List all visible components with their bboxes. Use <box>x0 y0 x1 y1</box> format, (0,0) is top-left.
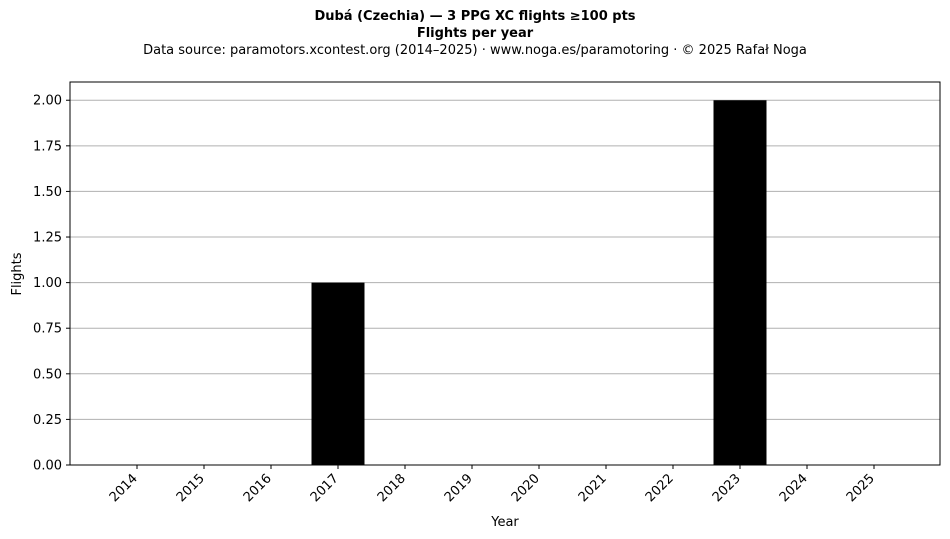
plot-frame <box>69 81 941 466</box>
x-tick-label: 2021 <box>576 471 610 505</box>
x-axis-label: Year <box>490 515 519 530</box>
x-tick-label: 2014 <box>107 471 141 505</box>
bar-2017 <box>311 282 365 465</box>
x-tick-label: 2019 <box>442 471 476 505</box>
y-tick-label: 1.75 <box>33 139 62 154</box>
y-tick-label: 0.00 <box>33 459 62 474</box>
x-tick-label: 2017 <box>308 471 342 505</box>
x-tick-label: 2023 <box>710 471 744 505</box>
x-tick-label: 2022 <box>643 471 677 505</box>
bar-2023 <box>713 100 767 465</box>
y-tick-label: 0.25 <box>33 413 62 428</box>
chart-subtitle: Data source: paramotors.xcontest.org (20… <box>143 43 807 58</box>
y-tick-label: 1.50 <box>33 185 62 200</box>
x-tick-label: 2018 <box>375 471 409 505</box>
y-axis-ticks: 0.00 0.25 0.50 0.75 1.00 1.25 1.50 1.75 2.00 <box>33 94 70 474</box>
y-tick-label: 0.75 <box>33 322 62 337</box>
y-tick-label: 0.50 <box>33 367 62 382</box>
grid-lines <box>70 99 940 420</box>
x-tick-label: 2016 <box>241 471 275 505</box>
chart-titles: Dubá (Czechia) — 3 PPG XC flights ≥100 p… <box>0 8 950 59</box>
y-tick-label: 1.00 <box>33 276 62 291</box>
bars <box>311 100 767 465</box>
y-axis-label: Flights <box>10 252 25 295</box>
x-tick-label: 2020 <box>509 471 543 505</box>
x-tick-label: 2024 <box>777 471 811 505</box>
chart-title: Dubá (Czechia) — 3 PPG XC flights ≥100 p… <box>314 9 636 24</box>
x-tick-label: 2025 <box>844 471 878 505</box>
chart-title-line2: Flights per year <box>416 26 534 41</box>
y-tick-label: 1.25 <box>33 231 62 246</box>
x-axis-ticks: 2014 2015 2016 2017 2018 2019 2020 2021 2022 2023… <box>107 465 878 505</box>
y-tick-label: 2.00 <box>33 94 62 109</box>
x-tick-label: 2015 <box>174 471 208 505</box>
